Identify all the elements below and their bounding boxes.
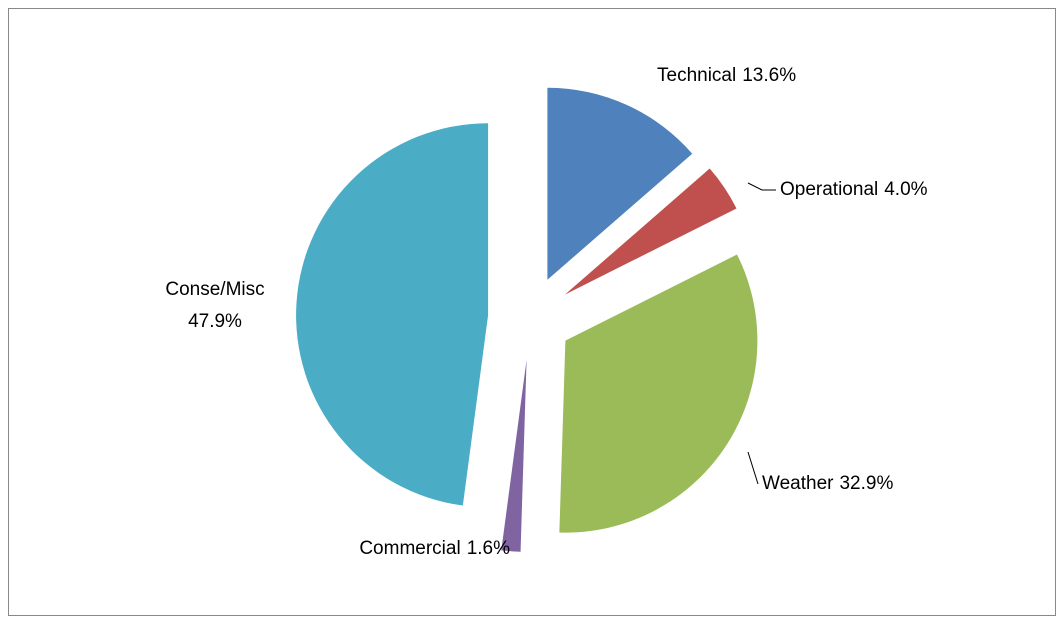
slice-name: Commercial bbox=[359, 538, 460, 559]
slice-value-label: 4.0% bbox=[884, 179, 927, 200]
slice-label: Commercial 1.6% bbox=[359, 538, 510, 559]
pie-slice bbox=[559, 254, 758, 533]
pie-slice bbox=[501, 359, 527, 552]
slice-name: Weather bbox=[762, 473, 834, 494]
chart-frame bbox=[8, 8, 1056, 616]
slice-label: Conse/Misc bbox=[165, 279, 264, 300]
slice-label: Operational 4.0% bbox=[780, 179, 928, 200]
slice-label: Technical 13.6% bbox=[657, 65, 796, 86]
leader-line bbox=[747, 451, 759, 485]
slice-label: Weather 32.9% bbox=[762, 473, 893, 494]
leader-line bbox=[747, 182, 776, 191]
pie-slice bbox=[547, 87, 693, 280]
pie-slice bbox=[564, 168, 737, 295]
pie-slice bbox=[296, 123, 489, 506]
slice-value-label: 13.6% bbox=[742, 65, 796, 86]
slice-name: Technical bbox=[657, 65, 736, 86]
slice-value-label: 47.9% bbox=[188, 311, 242, 332]
slice-value-label: 32.9% bbox=[839, 473, 893, 494]
slice-name: Operational bbox=[780, 179, 878, 200]
slice-value-label: 1.6% bbox=[467, 538, 510, 559]
